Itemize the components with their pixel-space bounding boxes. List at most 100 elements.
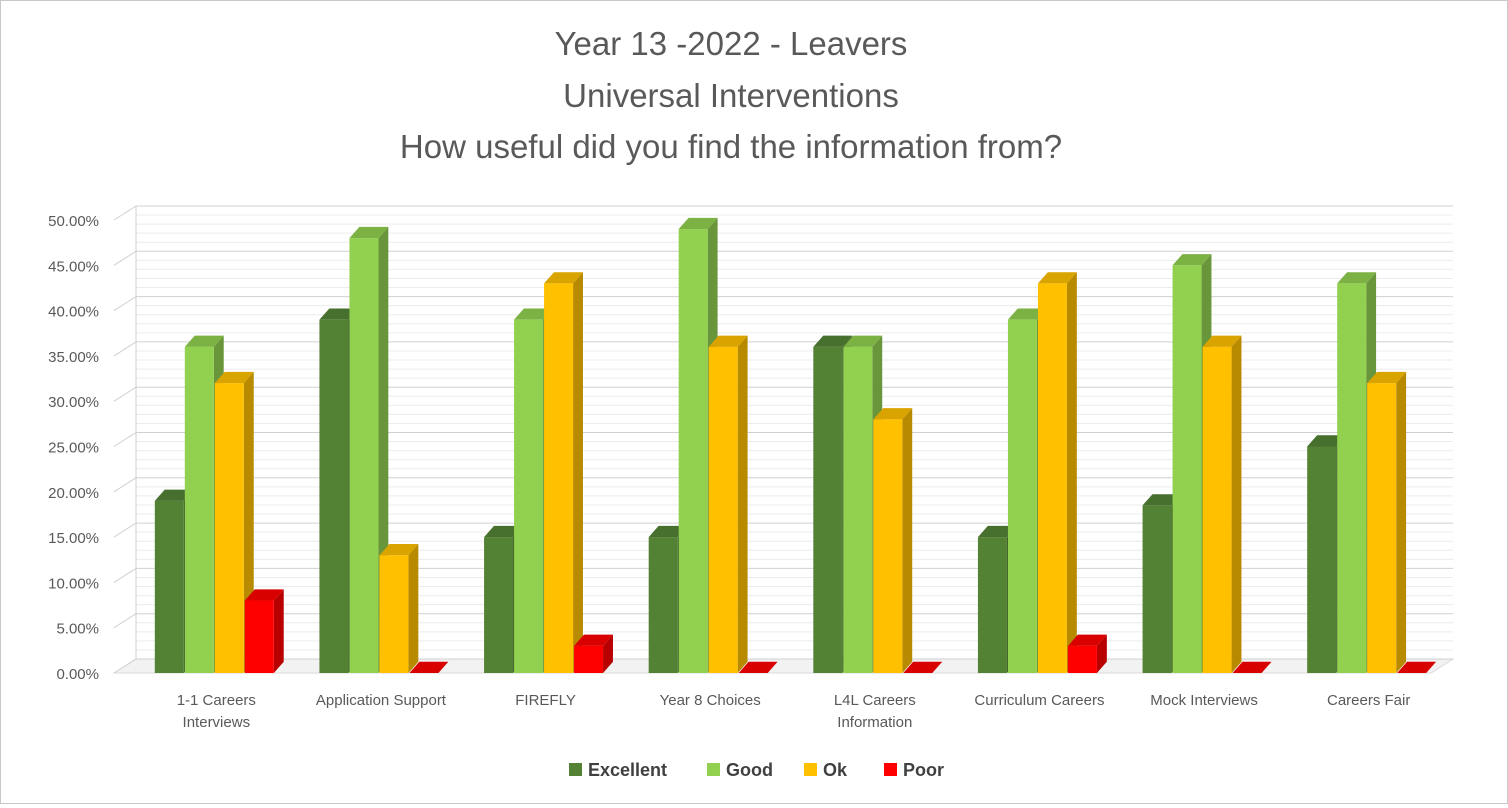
legend: Excellent Good Ok Poor — [569, 760, 944, 780]
bar-front — [544, 283, 574, 673]
bar-top — [154, 489, 194, 501]
y-tick-label: 40.00% — [48, 304, 99, 321]
x-category-label: Information — [837, 714, 912, 731]
bar-top — [349, 226, 389, 239]
bar-poor-4 — [738, 661, 778, 673]
bar-side — [573, 272, 583, 673]
y-axis: 0.00% 5.00% 10.00% 15.00% 20.00% 25.00% 30.00%… — [48, 213, 99, 683]
side-gridline — [113, 613, 137, 629]
bar-top — [813, 335, 853, 347]
side-gridline — [113, 658, 137, 674]
x-category-label: L4L Careers — [834, 692, 916, 709]
bar-poor-3 — [574, 634, 613, 673]
bar-front — [1007, 319, 1037, 673]
y-tick-label: 15.00% — [48, 530, 99, 547]
bar-poor-2 — [409, 661, 449, 673]
x-category-label: Mock Interviews — [1150, 692, 1258, 709]
bar-front — [1337, 283, 1367, 673]
legend-label: Ok — [823, 760, 848, 780]
bar-top — [484, 525, 523, 538]
y-tick-label: 5.00% — [56, 621, 99, 638]
bar-poor-1 — [244, 589, 284, 673]
bar-ok-4 — [708, 335, 748, 673]
x-axis: 1-1 Careers Interviews Application Support… — [177, 692, 1411, 731]
bar-side — [408, 544, 419, 673]
bar-top — [1007, 308, 1047, 320]
x-category-label: Interviews — [183, 714, 251, 731]
bar-front — [1067, 645, 1097, 673]
bar-front — [1202, 346, 1232, 673]
side-gridline — [113, 341, 137, 357]
y-tick-label: 30.00% — [48, 394, 99, 411]
chart-title: Year 13 -2022 - Leavers Universal Interve… — [400, 25, 1062, 165]
y-tick-label: 35.00% — [48, 349, 99, 366]
bar-top — [244, 589, 284, 601]
y-tick-label: 50.00% — [48, 213, 99, 230]
bar-side — [603, 634, 613, 673]
y-tick-label: 25.00% — [48, 440, 99, 457]
bar-ok-1 — [214, 371, 254, 673]
bar-side — [737, 335, 748, 673]
side-gridline — [113, 386, 137, 402]
bar-front — [873, 419, 903, 673]
bar-front — [1307, 446, 1337, 673]
x-category-label: FIREFLY — [515, 692, 576, 709]
bar-front — [977, 537, 1007, 673]
bar-top — [678, 217, 718, 230]
bar-top — [184, 335, 224, 347]
bar-top — [977, 525, 1017, 538]
legend-label: Poor — [903, 760, 944, 780]
bar-top — [214, 371, 254, 384]
legend-swatch — [569, 763, 582, 776]
chart-title-line-2: Universal Interventions — [563, 77, 899, 114]
legend-item-poor: Poor — [884, 760, 944, 780]
bar-top — [544, 272, 583, 284]
bar-top — [708, 335, 748, 347]
bars — [154, 217, 1437, 674]
bar-front — [1142, 505, 1172, 673]
gridlines — [113, 205, 1453, 674]
legend-label: Excellent — [588, 760, 667, 780]
side-gridline — [113, 250, 137, 266]
bar-top — [1142, 494, 1182, 506]
bar-top — [1337, 272, 1377, 284]
bar-ok-8 — [1367, 371, 1407, 673]
legend-label: Good — [726, 760, 773, 780]
bar-side — [1231, 335, 1242, 673]
bar-front — [319, 319, 349, 673]
bar-poor-6 — [1067, 634, 1107, 673]
bar-top — [1307, 435, 1347, 447]
legend-swatch — [804, 763, 817, 776]
bar-front — [484, 537, 514, 673]
x-category-label: Curriculum Careers — [974, 692, 1104, 709]
bar-top — [514, 308, 553, 320]
bar-side — [1096, 634, 1107, 673]
bar-poor-8 — [1397, 661, 1437, 673]
bar-top — [379, 544, 419, 556]
bar-top — [1067, 634, 1107, 646]
bar-top — [648, 525, 688, 538]
legend-swatch — [884, 763, 897, 776]
y-tick-label: 45.00% — [48, 258, 99, 275]
x-category-label: Year 8 Choices — [660, 692, 761, 709]
legend-swatch — [707, 763, 720, 776]
bar-top — [903, 661, 943, 673]
bar-front — [813, 346, 843, 673]
x-category-label: Careers Fair — [1327, 692, 1410, 709]
bar-front — [648, 537, 678, 673]
bar-top — [574, 634, 613, 646]
side-gridline — [113, 522, 137, 538]
bar-ok-6 — [1037, 272, 1077, 673]
legend-item-good: Good — [707, 760, 773, 780]
bar-ok-7 — [1202, 335, 1242, 673]
bar-top — [1037, 272, 1077, 284]
bar-front — [244, 600, 274, 673]
bar-top — [1232, 661, 1272, 673]
bar-side — [273, 589, 284, 673]
bar-top — [873, 408, 913, 420]
bar-top — [738, 661, 778, 673]
side-gridline — [113, 432, 137, 447]
bar-poor-5 — [903, 661, 943, 673]
